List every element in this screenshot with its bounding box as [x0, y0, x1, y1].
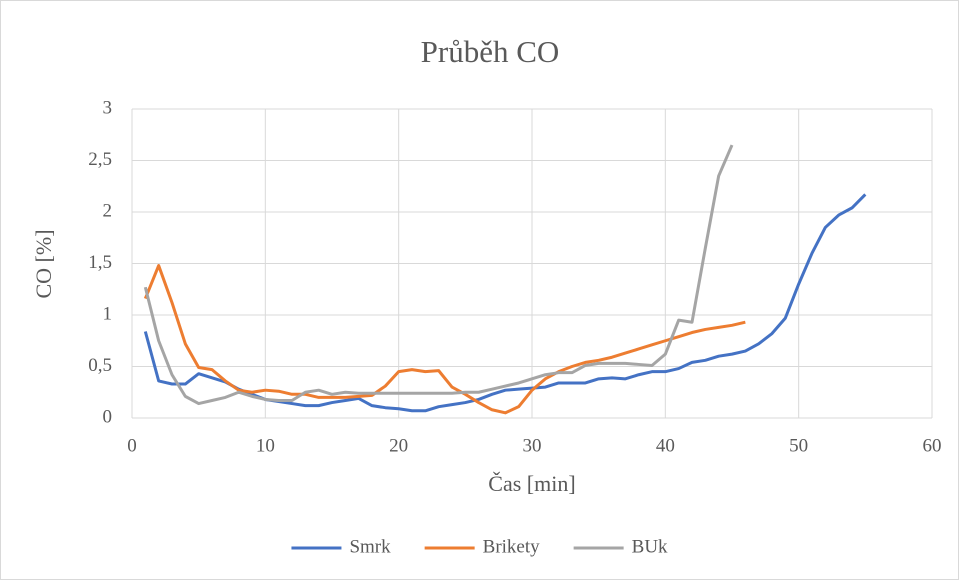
y-tick-label: 0,5 [88, 355, 112, 376]
x-axis-label: Čas [min] [488, 471, 575, 496]
y-tick-label: 1 [103, 303, 113, 324]
y-tick-label: 1,5 [88, 252, 112, 273]
x-tick-label: 0 [127, 435, 137, 456]
series-line [143, 144, 734, 406]
y-tick-label: 2 [103, 200, 113, 221]
x-tick-label: 30 [523, 435, 542, 456]
chart-title: Průběh CO [421, 34, 560, 69]
y-tick-label: 2,5 [88, 149, 112, 170]
legend-label: Brikety [483, 536, 540, 557]
series-line [143, 264, 746, 415]
legend-label: BUk [632, 536, 668, 557]
y-tick-label: 0 [103, 406, 113, 427]
legend-label: Smrk [349, 536, 391, 557]
x-tick-label: 60 [923, 435, 942, 456]
y-tick-label: 3 [103, 97, 113, 118]
x-tick-label: 40 [656, 435, 675, 456]
x-tick-label: 50 [789, 435, 808, 456]
x-tick-label: 10 [256, 435, 275, 456]
y-axis-label: CO [%] [31, 229, 56, 298]
x-tick-label: 20 [389, 435, 408, 456]
